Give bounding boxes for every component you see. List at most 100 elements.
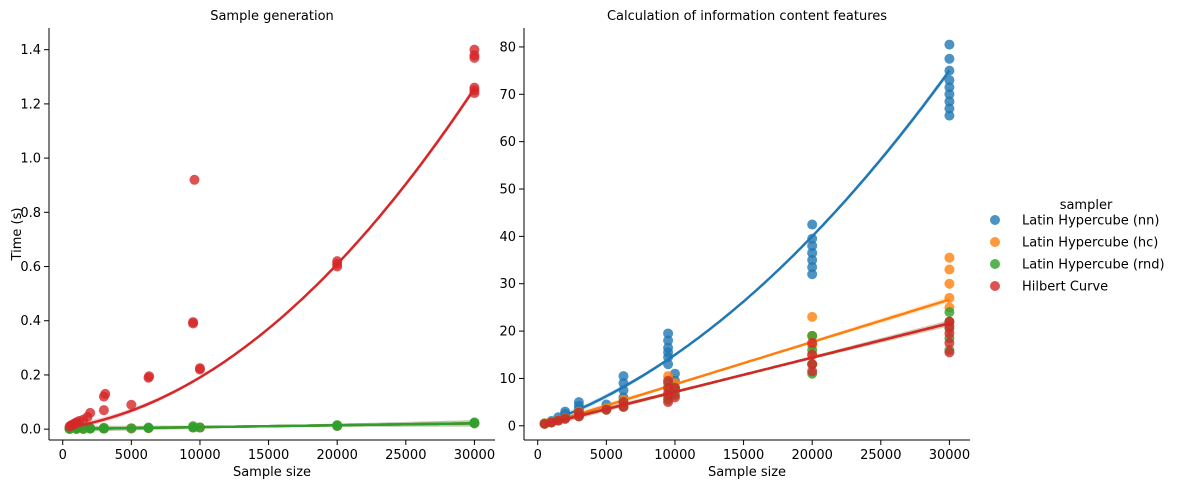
regression-line [544, 322, 950, 426]
regression-line [69, 87, 476, 429]
x-tick-label: 10000 [654, 448, 695, 463]
panel-title: Calculation of information content featu… [607, 9, 887, 24]
y-tick-label: 0.0 [20, 423, 41, 438]
data-point [98, 405, 109, 416]
regression-line [544, 298, 950, 426]
legend-label: Latin Hypercube (nn) [1022, 214, 1159, 229]
data-point [807, 247, 818, 258]
x-tick-label: 20000 [792, 448, 833, 463]
data-point [944, 328, 955, 339]
y-axis-label: Time (s) [10, 208, 25, 262]
data-point [807, 359, 818, 370]
data-point [944, 39, 955, 50]
data-point [469, 417, 480, 428]
panel-information-content: Calculation of information content featu… [499, 9, 970, 480]
data-point [189, 174, 200, 185]
series-latin-hypercube-hc [539, 252, 955, 429]
x-tick-label: 0 [59, 448, 67, 463]
series-hilbert-curve [64, 44, 480, 432]
data-point [944, 103, 955, 114]
data-point [126, 399, 137, 410]
y-tick-label: 0.6 [20, 260, 41, 275]
data-point [807, 262, 818, 273]
y-tick-label: 0 [508, 419, 516, 434]
panel-title: Sample generation [210, 9, 334, 24]
legend-title: sampler [1060, 198, 1113, 213]
data-point [944, 252, 955, 263]
x-tick-label: 15000 [723, 448, 764, 463]
legend-marker [990, 215, 1000, 225]
y-tick-label: 1.4 [20, 43, 41, 58]
data-point [807, 330, 818, 341]
data-point [944, 337, 955, 348]
data-point [188, 317, 199, 328]
data-point [944, 278, 955, 289]
series-latin-hypercube-nn [539, 39, 955, 429]
x-tick-label: 0 [534, 448, 542, 463]
data-point [663, 328, 674, 339]
y-tick-label: 0.2 [20, 368, 41, 383]
y-tick-label: 60 [499, 135, 516, 150]
data-point [194, 363, 205, 374]
data-point [100, 388, 111, 399]
data-point [469, 44, 480, 55]
y-tick-label: 30 [499, 277, 516, 292]
data-point [807, 366, 818, 377]
plot-area [539, 39, 955, 429]
legend-marker [990, 237, 1000, 247]
regression-line [544, 69, 951, 425]
x-tick-label: 5000 [590, 448, 623, 463]
x-tick-label: 20000 [317, 448, 358, 463]
y-tick-label: 0.8 [20, 206, 41, 221]
data-point [944, 89, 955, 100]
data-point [663, 342, 674, 353]
x-tick-label: 30000 [454, 448, 495, 463]
legend-entry-latin-hypercube-nn: Latin Hypercube (nn) [990, 214, 1159, 229]
regression-line [69, 422, 475, 431]
data-point [807, 240, 818, 251]
x-tick-label: 25000 [860, 448, 901, 463]
y-tick-label: 1.2 [20, 97, 41, 112]
data-point [807, 233, 818, 244]
y-tick-label: 1.0 [20, 152, 41, 167]
y-tick-label: 80 [499, 40, 516, 55]
data-point [807, 269, 818, 280]
data-point [332, 256, 343, 267]
data-point [807, 255, 818, 266]
data-point [663, 382, 674, 393]
x-tick-label: 10000 [179, 448, 220, 463]
data-point [669, 392, 680, 403]
legend-marker [990, 259, 1000, 269]
data-point [944, 96, 955, 107]
data-point [944, 110, 955, 121]
x-tick-label: 15000 [248, 448, 289, 463]
legend-entry-latin-hypercube-hc: Latin Hypercube (hc) [990, 236, 1158, 251]
legend-label: Latin Hypercube (rnd) [1022, 258, 1165, 273]
data-point [944, 53, 955, 64]
x-axis-label: Sample size [233, 465, 311, 480]
y-tick-label: 0.4 [20, 314, 41, 329]
y-tick-label: 70 [499, 88, 516, 103]
data-point [807, 219, 818, 230]
data-point [944, 347, 955, 358]
series-latin-hypercube-rnd [64, 417, 480, 434]
data-point [573, 397, 584, 408]
legend-marker [990, 281, 1000, 291]
panel-sample-generation: Sample generation 0 5000 10000 15000 20000 250… [10, 9, 495, 480]
legend-entry-latin-hypercube-rnd: Latin Hypercube (rnd) [990, 258, 1165, 273]
data-point [663, 335, 674, 346]
y-tick-label: 20 [499, 325, 516, 340]
data-point [144, 371, 155, 382]
x-tick-label: 25000 [385, 448, 426, 463]
data-point [944, 75, 955, 86]
y-tick-label: 10 [499, 372, 516, 387]
data-point [807, 337, 818, 348]
data-point [85, 407, 96, 418]
legend-entry-hilbert-curve: Hilbert Curve [990, 280, 1108, 295]
x-axis-label: Sample size [708, 465, 786, 480]
plot-area [64, 44, 480, 434]
data-point [944, 82, 955, 93]
y-tick-label: 50 [499, 183, 516, 198]
